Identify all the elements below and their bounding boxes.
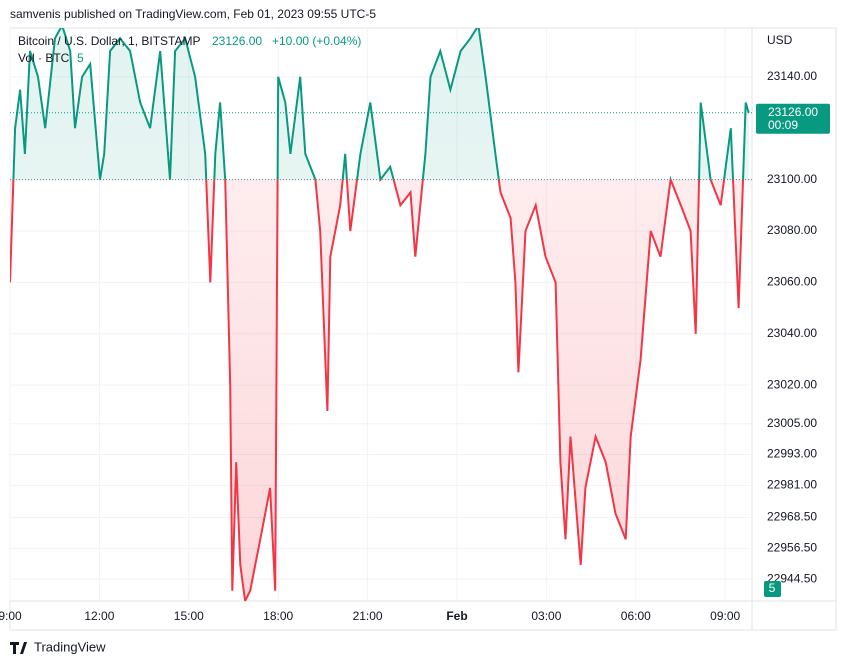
x-tick-label: 21:00 [353, 609, 383, 623]
x-tick-label: 03:00 [531, 609, 561, 623]
y-tick-label: 23060.00 [767, 275, 817, 289]
price-line-up [12, 28, 750, 180]
y-tick-label: 23080.00 [767, 223, 817, 237]
area-down [10, 179, 749, 601]
x-tick-label: 9:00 [0, 609, 22, 623]
y-tick-label: 23005.00 [767, 416, 817, 430]
y-tick-label: 23100.00 [767, 172, 817, 186]
x-tick-label: 09:00 [710, 609, 740, 623]
legend-change: +10.00 (+0.04%) [272, 34, 361, 48]
brand: TradingView [10, 639, 106, 654]
y-axis-label: USD [767, 33, 793, 47]
volume-badge [764, 581, 781, 597]
legend-symbol: Bitcoin / U.S. Dollar, 1, BITSTAMP [18, 34, 201, 48]
y-tick-label: 22968.50 [767, 510, 817, 524]
last-price-label: 23126.00 [768, 105, 818, 119]
x-tick-label: 18:00 [263, 609, 293, 623]
y-tick-label: 22956.50 [767, 540, 817, 554]
x-tick-label: Feb [446, 609, 467, 623]
y-tick-label: 22993.00 [767, 447, 817, 461]
countdown: 00:09 [768, 118, 798, 132]
plot [10, 28, 752, 601]
axes: 23140.00 23100.00 23080.00 23060.00 23040.00… [0, 69, 817, 623]
y-tick-label: 22981.00 [767, 478, 817, 492]
brand-text: TradingView [34, 639, 106, 654]
y-tick-label: 23140.00 [767, 69, 817, 83]
legend-last: 23126.00 [212, 34, 262, 48]
header: samvenis published on TradingView.com, F… [10, 7, 376, 21]
volume-value: 5 [77, 51, 84, 65]
volume-label: Vol · BTC [18, 51, 70, 65]
y-tick-label: 23040.00 [767, 326, 817, 340]
brand-logo [10, 642, 27, 654]
last-price-badge [756, 103, 830, 134]
price-line-down [10, 179, 745, 601]
x-tick-label: 06:00 [621, 609, 651, 623]
volume-badge-label: 5 [769, 581, 776, 595]
y-tick-label: 23020.00 [767, 377, 817, 391]
area-up [13, 28, 749, 180]
x-tick-label: 15:00 [174, 609, 204, 623]
x-tick-label: 12:00 [84, 609, 114, 623]
